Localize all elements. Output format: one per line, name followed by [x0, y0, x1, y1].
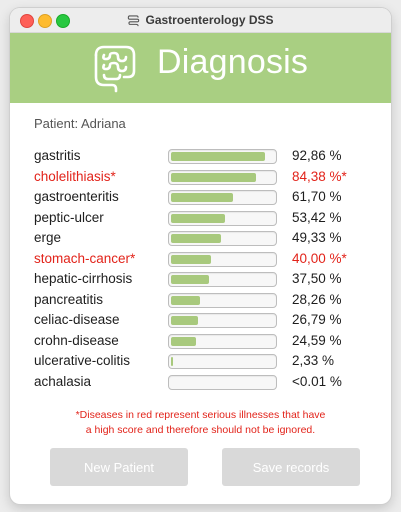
window-title-text: Gastroenterology DSS [145, 13, 274, 27]
app-window: Gastroenterology DSS Diagnosis Patient: … [10, 8, 391, 504]
probability-bar-fill [171, 152, 265, 161]
diagnosis-name: celiac-disease [34, 312, 120, 327]
probability-bar [168, 333, 277, 349]
probability-bar-fill [171, 316, 198, 325]
diagnosis-row: ulcerative-colitis 2,33 % [10, 352, 391, 372]
diagnosis-name: ulcerative-colitis [34, 353, 131, 368]
zoom-window-button[interactable] [56, 14, 70, 28]
diagnosis-name: achalasia [34, 373, 92, 389]
probability-bar [168, 292, 277, 308]
diagnosis-percent: 92,86 % [292, 148, 342, 163]
probability-bar-fill [171, 254, 211, 264]
diagnosis-row: stomach-cancer* 40,00 %* [10, 250, 391, 270]
diagnosis-row: hepatic-cirrhosis 37,50 % [10, 270, 391, 290]
diagnosis-row: celiac-disease 26,79 % [10, 311, 391, 331]
diagnosis-percent: 40,00 %* [292, 250, 347, 266]
save-records-button[interactable]: Save records [222, 448, 360, 486]
header-banner: Diagnosis [10, 33, 391, 103]
close-window-button[interactable] [20, 14, 34, 28]
diagnosis-row: cholelithiasis* 84,38 %* [10, 168, 391, 188]
diagnosis-percent: 53,42 % [292, 209, 342, 225]
probability-bar [168, 374, 277, 390]
diagnosis-percent: 49,33 % [292, 230, 342, 245]
diagnosis-percent: 37,50 % [292, 271, 342, 286]
probability-bar [168, 190, 277, 205]
diagnosis-name: peptic-ulcer [34, 209, 104, 225]
probability-bar [168, 210, 277, 226]
note-line-2: a high score and therefore should not be… [85, 424, 316, 436]
diagnosis-name: pancreatitis [34, 291, 104, 307]
intestine-icon [128, 14, 140, 26]
diagnosis-row: gastritis 92,86 % [10, 147, 391, 167]
probability-bar-fill [171, 336, 196, 346]
diagnosis-name: stomach-cancer* [34, 250, 136, 266]
probability-bar-fill [171, 172, 256, 182]
diagnosis-row: crohn-disease 24,59 % [10, 332, 391, 352]
patient-label: Patient: Adriana [34, 116, 126, 131]
probability-bar [168, 169, 277, 185]
title-bar: Gastroenterology DSS [10, 8, 391, 33]
serious-illness-note: *Diseases in red represent serious illne… [10, 408, 391, 438]
diagnosis-percent: 24,59 % [292, 332, 342, 348]
diagnosis-name: erge [34, 230, 62, 245]
diagnosis-percent: 26,79 % [292, 312, 342, 327]
intestine-icon [94, 45, 136, 93]
probability-bar-fill [171, 275, 209, 284]
probability-bar-fill [171, 357, 173, 366]
diagnosis-name: gastritis [34, 148, 81, 163]
diagnosis-percent: 28,26 % [292, 291, 342, 307]
diagnosis-name: crohn-disease [34, 332, 119, 348]
note-line-1: *Diseases in red represent serious illne… [75, 409, 326, 421]
window-title: Gastroenterology DSS [10, 8, 391, 32]
diagnosis-row: erge 49,33 % [10, 229, 391, 249]
new-patient-button[interactable]: New Patient [50, 448, 188, 486]
probability-bar-fill [171, 193, 233, 202]
diagnosis-percent: <0.01 % [292, 373, 342, 389]
diagnosis-percent: 2,33 % [292, 353, 335, 368]
probability-bar-fill [171, 213, 225, 223]
diagnosis-row: peptic-ulcer 53,42 % [10, 209, 391, 229]
diagnosis-row: gastroenteritis 61,70 % [10, 188, 391, 208]
diagnosis-row: achalasia <0.01 % [10, 373, 391, 393]
diagnosis-name: cholelithiasis* [34, 168, 116, 184]
probability-bar-fill [171, 295, 200, 305]
diagnosis-name: hepatic-cirrhosis [34, 271, 133, 286]
probability-bar [168, 313, 277, 328]
minimize-window-button[interactable] [38, 14, 52, 28]
probability-bar [168, 251, 277, 267]
probability-bar [168, 354, 277, 369]
diagnosis-percent: 61,70 % [292, 189, 342, 204]
diagnosis-row: pancreatitis 28,26 % [10, 291, 391, 311]
diagnosis-percent: 84,38 %* [292, 168, 347, 184]
probability-bar [168, 272, 277, 287]
probability-bar [168, 231, 277, 246]
probability-bar-fill [171, 234, 221, 243]
page-title: Diagnosis [157, 43, 309, 81]
diagnosis-name: gastroenteritis [34, 189, 119, 204]
probability-bar [168, 149, 277, 164]
